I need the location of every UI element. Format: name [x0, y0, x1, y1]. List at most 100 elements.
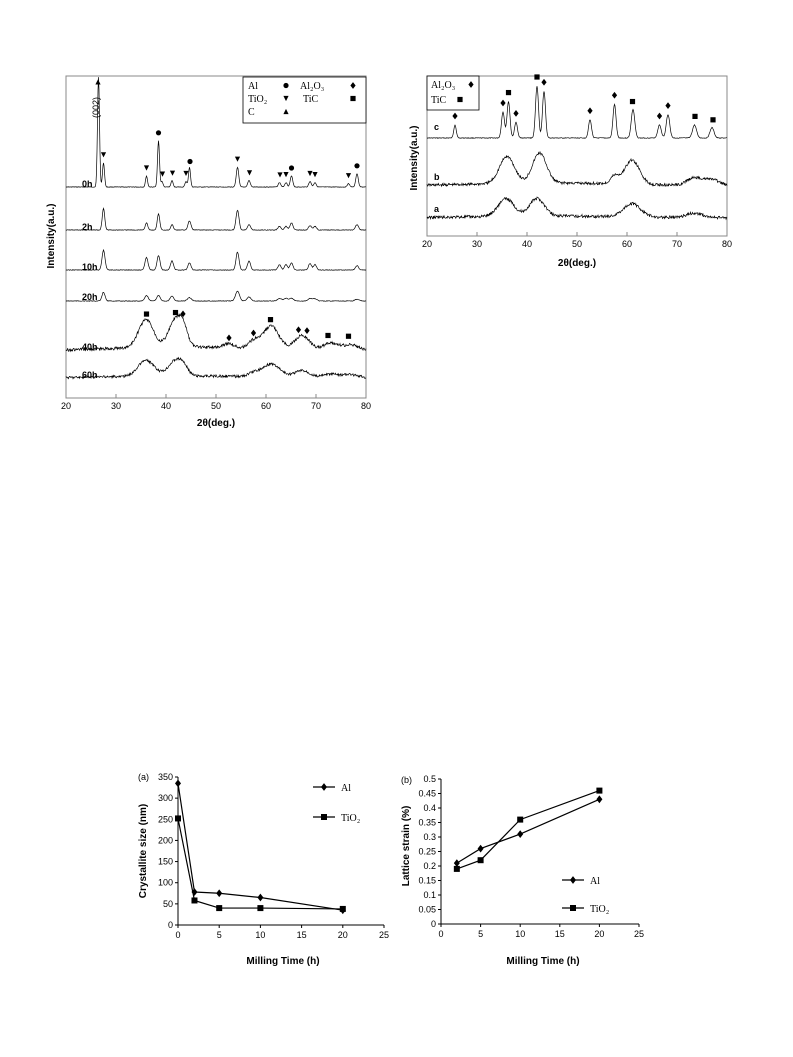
- legend-marker: [283, 108, 289, 115]
- marker-40h-6: [295, 326, 302, 334]
- x-tick-label: 10: [255, 930, 265, 940]
- marker-c-6: [587, 107, 593, 115]
- pattern-label-40h: 40h: [82, 342, 98, 352]
- legend-marker: [570, 905, 576, 911]
- pattern-labels: 0h 2h 10h 20h 40h 60h: [82, 179, 98, 380]
- pattern-label-60h: 60h: [82, 370, 98, 380]
- legend-label: Al: [590, 876, 600, 887]
- crystallite-size-chart: (a) 0 50 100 150 200 250 300 350 0 5 10 15 20 25 Al Ti…: [138, 772, 389, 967]
- data-point-1-1: [191, 897, 198, 904]
- lattice-strain-chart: (b) 0 0.05 0.1 0.15 0.2 0.25 0.3 0.35 0.4 0.45 0.5…: [401, 774, 644, 967]
- y-tick-label: 0.2: [423, 861, 436, 871]
- x-axis-title: 2θ(deg.): [558, 258, 596, 269]
- legend: Al Al₂O₃ TiO₂ TiC C: [242, 76, 367, 124]
- y-tick-label: 50: [163, 899, 173, 909]
- legend-label: Al: [248, 81, 258, 92]
- marker-40h-7: [304, 327, 310, 334]
- data-point-1-1: [477, 857, 484, 864]
- y-tick-label: 0.1: [423, 890, 436, 900]
- x-tick-label: 15: [297, 930, 307, 940]
- legend-label: C: [248, 107, 255, 118]
- pattern-label-2h: 2h: [82, 222, 93, 232]
- y-tick-label: 0.05: [418, 905, 436, 915]
- marker-c-9: [656, 112, 663, 120]
- series-line-0: [177, 783, 343, 911]
- x-tick-label: 40: [522, 239, 532, 249]
- pattern-label-b: b: [434, 172, 440, 182]
- y-tick-label: 250: [158, 814, 173, 824]
- marker-0h-4: [159, 171, 166, 177]
- y-axis-title: Intensity(a.u.): [46, 203, 57, 268]
- legend-label: Al₂O₃: [300, 81, 324, 92]
- x-tick-label: 15: [555, 929, 565, 939]
- marker-0h-15: [345, 173, 352, 179]
- marker-0h-12: [288, 165, 295, 171]
- data-point-1-2: [216, 905, 223, 912]
- axes: 0 0.05 0.1 0.15 0.2 0.25 0.3 0.35 0.4 0.45 0.5 0 5 10…: [418, 774, 644, 939]
- x-tick-label: 40: [161, 401, 171, 411]
- x-tick-label: 60: [622, 239, 632, 249]
- legend-marker: [283, 82, 289, 89]
- x-tick-label: 70: [672, 239, 682, 249]
- marker-40h-2: [180, 310, 186, 318]
- data-point-0-3: [257, 893, 264, 902]
- marker-c-5: [541, 78, 547, 86]
- x-axis-title: Milling Time (h): [506, 956, 579, 967]
- data-point-1-3: [257, 905, 264, 912]
- marker-0h-8: [234, 156, 241, 162]
- series-line-0: [456, 798, 600, 864]
- panel-label: (a): [138, 772, 149, 782]
- marker-c-10: [665, 102, 671, 109]
- y-tick-label: 0: [431, 919, 436, 929]
- series-line-1: [456, 790, 600, 870]
- data-point-0-1: [477, 844, 484, 853]
- y-axis-title: Crystallite size (nm): [138, 804, 149, 898]
- x-axis-title: 2θ(deg.): [197, 418, 235, 429]
- x-tick-labels: 20 30 40 50 60 70 80: [61, 394, 371, 411]
- x-tick-label: 10: [515, 929, 525, 939]
- marker-c-11: [692, 113, 698, 119]
- x-tick-label: 80: [361, 401, 371, 411]
- phase-markers: [452, 74, 716, 123]
- marker-0h-13: [307, 170, 313, 177]
- y-tick-label: 0.4: [423, 803, 436, 813]
- marker-c-1: [500, 99, 506, 107]
- x-tick-label: 25: [634, 929, 644, 939]
- xrd-comparison-chart: c b a 20 30 40 50 60 70 80 2θ(deg.) Intensity(a.…: [409, 74, 732, 269]
- y-tick-label: 0.5: [423, 774, 436, 784]
- y-axis-title: Intensity(a.u.): [409, 125, 420, 190]
- panel-label: (b): [401, 775, 412, 785]
- y-tick-label: 0.45: [418, 789, 436, 799]
- y-tick-label: 150: [158, 857, 173, 867]
- pattern-curves: [65, 77, 367, 380]
- pattern-curves: [426, 86, 728, 221]
- y-tick-label: 0: [168, 920, 173, 930]
- x-tick-label: 20: [422, 239, 432, 249]
- pattern-label-10h: 10h: [82, 262, 98, 272]
- marker-c-7: [611, 91, 618, 99]
- marker-0h-11: [283, 171, 289, 178]
- pattern-label-c: c: [434, 122, 439, 132]
- marker-40h-5: [267, 317, 274, 323]
- y-tick-label: 0.15: [418, 876, 436, 886]
- marker-40h-3: [226, 334, 232, 342]
- data-point-1-4: [339, 905, 346, 912]
- xrd-pattern-0h: [66, 77, 366, 188]
- marker-0h-9: [246, 170, 253, 176]
- data-point-1-3: [596, 787, 603, 794]
- marker-0h-1: [100, 152, 107, 158]
- x-tick-labels: 20 30 40 50 60 70 80: [422, 232, 732, 249]
- legend-marker: [570, 876, 576, 884]
- xrd-pattern-c: [427, 86, 727, 139]
- marker-0h-6: [183, 170, 189, 177]
- pattern-label-0h: 0h: [82, 179, 93, 189]
- marker-c-0: [452, 112, 458, 120]
- x-tick-label: 25: [379, 930, 389, 940]
- pattern-label-20h: 20h: [82, 292, 98, 302]
- y-tick-label: 0.3: [423, 832, 436, 842]
- legend-label: TiO₂: [248, 94, 267, 105]
- marker-c-3: [513, 110, 519, 117]
- marker-c-8: [629, 98, 636, 105]
- x-tick-label: 20: [594, 929, 604, 939]
- marker-c-12: [710, 117, 716, 123]
